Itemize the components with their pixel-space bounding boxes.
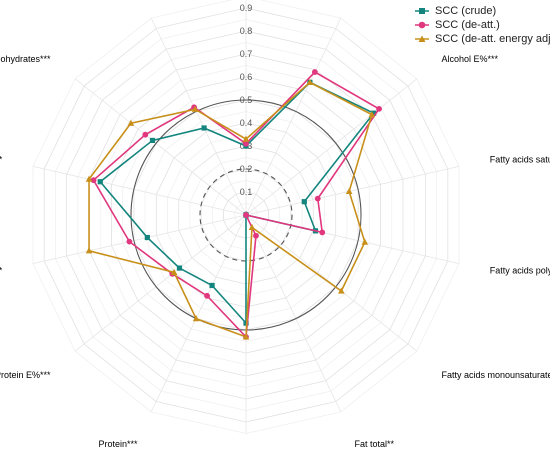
data-point-circle (126, 238, 133, 245)
grid-spoke (74, 78, 247, 216)
tick-label: 0.1 (240, 187, 253, 197)
legend: SCC (crude) SCC (de-att.) SCC (de-att. e… (415, 4, 550, 46)
grid-spoke (245, 165, 460, 216)
axis-label: Alcohol E%*** (441, 54, 498, 64)
axis-label: Dietary fiber*** (0, 266, 3, 276)
grid-spoke (32, 214, 247, 265)
data-point-square (301, 199, 307, 205)
grid-spoke (245, 78, 418, 216)
axis-label: Fat total** (354, 439, 394, 449)
axis-label: Protein E%*** (0, 370, 51, 380)
grid-spoke (150, 17, 247, 216)
tick-label: 0.7 (240, 49, 253, 59)
data-point-circle (253, 232, 259, 239)
data-point-triangle (345, 187, 353, 195)
data-point-triangle (248, 223, 256, 231)
data-point-triangle (85, 247, 93, 254)
data-point-triangle (192, 315, 200, 322)
legend-item-deatt: SCC (de-att.) (415, 18, 550, 32)
data-point-circle (243, 212, 249, 218)
data-point-triangle (242, 135, 250, 142)
tick-label: 0.9 (240, 3, 253, 13)
axis-label: Fatty acids monounsaturated (441, 370, 550, 380)
data-point-triangle (85, 175, 93, 182)
data-point-circle (376, 105, 382, 112)
data-point-square (371, 110, 377, 116)
tick-label: 0.5 (240, 95, 253, 105)
legend-label-energy-adj: SCC (de-att. energy adj.) (435, 33, 550, 45)
data-point-square (201, 125, 207, 131)
series-line (99, 81, 375, 326)
grid-spoke (150, 214, 247, 413)
grid-spoke (245, 17, 342, 216)
tick-label: 0.8 (240, 26, 253, 36)
data-point-square (97, 179, 103, 185)
square-marker-icon (415, 6, 429, 16)
legend-label-deatt: SCC (de-att.) (435, 19, 500, 31)
data-point-circle (243, 140, 249, 147)
tick-label: 0.2 (240, 164, 253, 174)
series-layer (85, 69, 382, 340)
legend-item-energy-adj: SCC (de-att. energy adj.) (415, 32, 550, 46)
axis-label: Fatty acids polyunsaturated*** (490, 266, 550, 276)
grid-spoke (245, 214, 342, 413)
data-point-circle (319, 229, 326, 236)
data-point-square (149, 137, 156, 144)
circle-marker-icon (415, 20, 429, 30)
legend-item-crude: SCC (crude) (415, 4, 550, 18)
axis-label: Protein*** (98, 439, 138, 449)
grid-spoke (32, 165, 247, 216)
axis-label: Fatty acids saturated*** (490, 154, 550, 164)
data-point-circle (314, 195, 321, 202)
data-point-circle (311, 69, 318, 75)
tick-label: 0.6 (240, 72, 253, 82)
triangle-marker-icon (415, 34, 429, 44)
axis-label: Dietary fiber E%*** (0, 154, 3, 164)
axis-label: Carbohydrates*** (0, 54, 51, 64)
grid-spoke (74, 214, 247, 352)
data-point-square (176, 265, 183, 271)
data-point-circle (142, 131, 149, 138)
data-point-triangle (191, 105, 199, 112)
legend-label-crude: SCC (crude) (435, 5, 497, 17)
data-point-square (144, 234, 150, 241)
data-point-triangle (242, 333, 250, 340)
data-point-square (209, 282, 215, 289)
data-point-triangle (361, 238, 369, 245)
data-point-circle (204, 292, 210, 299)
data-point-triangle (170, 268, 178, 275)
tick-label: 0.4 (240, 118, 253, 128)
data-point-triangle (127, 119, 135, 126)
data-point-triangle (368, 111, 376, 118)
series-3 (85, 78, 376, 340)
data-point-triangle (338, 287, 345, 294)
data-point-triangle (306, 78, 314, 85)
